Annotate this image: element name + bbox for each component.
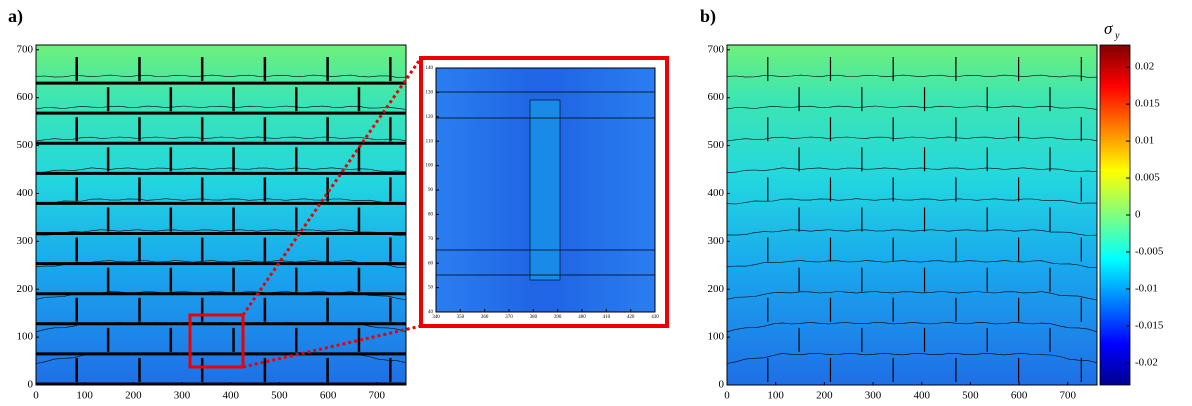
y-tick-label: 90 — [428, 188, 434, 193]
x-tick-label: 400 — [578, 315, 586, 320]
colorbar-tick-label: -0.02 — [1135, 356, 1158, 368]
x-tick-label: 390 — [554, 315, 562, 320]
y-tick-label: 500 — [708, 139, 725, 151]
contour-line — [726, 352, 1098, 364]
colorbar-tick-label: 0.015 — [1135, 98, 1160, 110]
y-tick-label: 300 — [17, 235, 34, 247]
y-tick-label: 600 — [17, 91, 34, 103]
y-tick-label: 40 — [428, 310, 434, 315]
x-tick-label: 200 — [125, 390, 142, 401]
y-tick-label: 100 — [708, 331, 725, 343]
colorbar-tick-label: -0.005 — [1135, 245, 1164, 257]
x-tick-label: 380 — [530, 315, 538, 320]
contour-line — [726, 229, 1098, 236]
x-tick-label: 500 — [271, 390, 288, 401]
colorbar-tick-label: 0.02 — [1135, 61, 1154, 73]
x-tick-label: 200 — [816, 390, 833, 401]
axes-frame — [726, 44, 1098, 386]
x-tick-label: 100 — [767, 390, 784, 401]
x-tick-label: 100 — [76, 390, 93, 401]
x-tick-label: 700 — [369, 390, 386, 401]
contour-line — [726, 74, 1098, 78]
colorbar-tick-label: 0.005 — [1135, 172, 1160, 184]
panel-title: a) — [8, 6, 23, 27]
y-tick-label: 200 — [17, 283, 34, 295]
y-tick-label: 700 — [708, 43, 725, 55]
zoom-connector — [242, 324, 422, 369]
x-tick-label: 600 — [1011, 390, 1028, 401]
y-tick-label: 100 — [17, 331, 34, 343]
contour-line — [35, 229, 407, 236]
y-tick-label: 60 — [428, 261, 434, 266]
contour-field — [727, 45, 1097, 385]
contour-line — [35, 167, 407, 173]
contour-line — [726, 291, 1098, 301]
y-tick-label: 120 — [426, 115, 434, 120]
x-tick-label: 340 — [432, 315, 440, 320]
y-tick-label: 200 — [708, 283, 725, 295]
y-tick-label: 300 — [708, 235, 725, 247]
contour-line — [35, 136, 407, 142]
x-tick-label: 300 — [865, 390, 882, 401]
x-tick-label: 700 — [1060, 390, 1077, 401]
x-tick-label: 360 — [481, 315, 489, 320]
x-tick-label: 0 — [724, 390, 730, 401]
colorbar-tick-label: 0.01 — [1135, 135, 1154, 147]
contour-line — [35, 105, 407, 110]
contour-field — [36, 45, 406, 385]
colorbar-label: σ — [1104, 19, 1113, 38]
contour-line — [726, 167, 1098, 173]
y-tick-label: 130 — [426, 91, 434, 96]
colorbar-tick-label: 0 — [1135, 209, 1141, 221]
contour-line — [726, 105, 1098, 110]
y-tick-label: 600 — [708, 91, 725, 103]
y-tick-label: 110 — [426, 139, 434, 144]
contour-line — [726, 198, 1097, 205]
contour-line — [726, 260, 1098, 268]
colorbar-tick-label: -0.01 — [1135, 282, 1158, 294]
colorbar-tick-label: -0.015 — [1135, 319, 1164, 331]
x-tick-label: 600 — [320, 390, 337, 401]
y-tick-label: 140 — [426, 66, 434, 71]
y-tick-label: 700 — [17, 43, 34, 55]
x-tick-label: 400 — [222, 390, 239, 401]
contour-line — [35, 198, 406, 205]
y-tick-label: 500 — [17, 139, 34, 151]
x-tick-label: 350 — [457, 315, 465, 320]
y-tick-label: 400 — [17, 187, 34, 199]
x-tick-label: 0 — [33, 390, 39, 401]
x-tick-label: 430 — [651, 315, 659, 320]
contour-line — [35, 74, 407, 78]
contour-line — [726, 322, 1098, 333]
y-tick-label: 80 — [428, 213, 434, 218]
colorbar — [1099, 44, 1131, 386]
inset-frame — [419, 56, 669, 328]
y-tick-label: 100 — [426, 164, 434, 169]
x-tick-label: 300 — [174, 390, 191, 401]
axes-frame — [35, 44, 407, 386]
y-tick-label: 50 — [428, 286, 434, 291]
y-tick-label: 400 — [708, 187, 725, 199]
crack-zone — [529, 99, 561, 281]
x-tick-label: 370 — [505, 315, 513, 320]
x-tick-label: 400 — [913, 390, 930, 401]
zoom-box — [188, 313, 245, 369]
colorbar-label-sub: y — [1114, 30, 1120, 41]
panel-title: b) — [700, 6, 716, 27]
y-tick-label: 0 — [719, 379, 725, 391]
zoom-connector — [241, 57, 423, 316]
contour-line — [35, 260, 407, 268]
y-tick-label: 70 — [428, 237, 434, 242]
contour-line — [726, 136, 1098, 142]
x-tick-label: 420 — [627, 315, 635, 320]
y-tick-label: 0 — [28, 379, 34, 391]
x-tick-label: 500 — [962, 390, 979, 401]
x-tick-label: 410 — [603, 315, 611, 320]
